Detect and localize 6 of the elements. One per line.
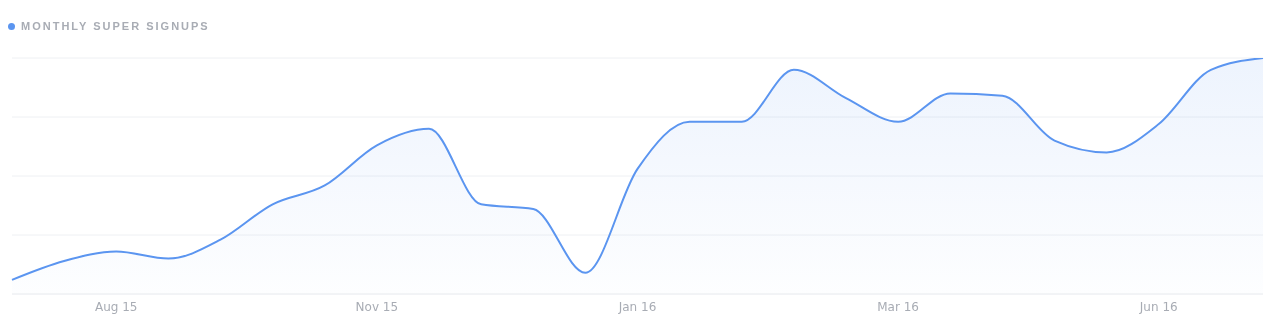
x-tick-label: Aug 15	[94, 299, 138, 314]
x-tick-label: Jan 16	[617, 299, 657, 314]
x-tick-label: Jun 16	[1138, 299, 1178, 314]
x-tick-label: Mar 16	[877, 299, 919, 314]
legend-label: MONTHLY SUPER SIGNUPS	[20, 19, 210, 34]
x-tick-label: Nov 15	[355, 299, 399, 314]
